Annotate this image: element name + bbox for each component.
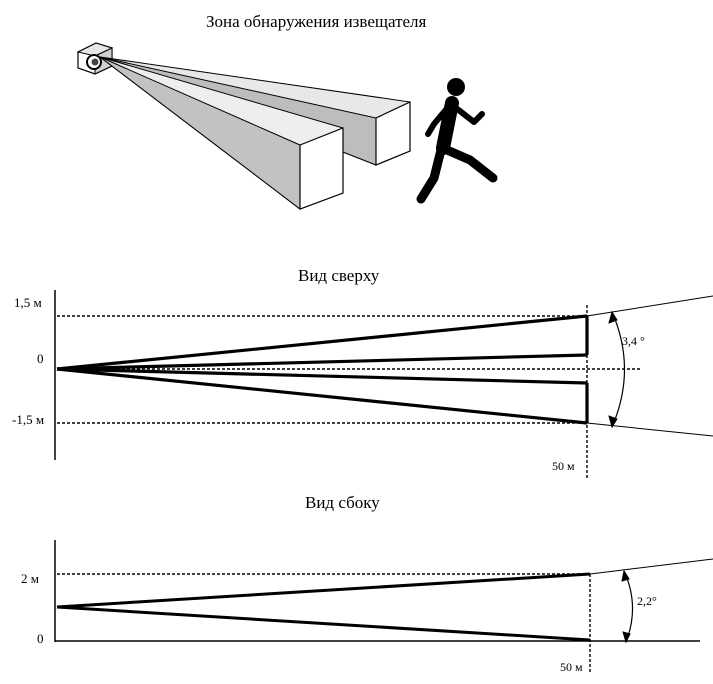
top-view-beams: [56, 314, 589, 425]
side-view-distance: 50 м: [560, 660, 583, 674]
side-view-label-height: 2 м: [21, 571, 39, 586]
figure-title: Зона обнаружения извещателя: [206, 12, 427, 31]
top-view-angle: 3,4 °: [622, 334, 645, 348]
side-view-beam: [56, 572, 591, 642]
side-view-title: Вид сбоку: [305, 493, 380, 512]
top-view-label-pos: 1,5 м: [14, 295, 42, 310]
side-view-label-zero: 0: [37, 631, 44, 646]
top-view-angle-lines: [586, 295, 713, 437]
detection-beam-front: [99, 56, 344, 211]
detector-icon: [76, 42, 114, 75]
side-view-angle: 2,2°: [637, 594, 657, 608]
top-view-title: Вид сверху: [298, 266, 380, 285]
top-view-label-zero: 0: [37, 351, 44, 366]
side-view-reference-lines: [57, 573, 591, 672]
side-view-axes: [54, 540, 700, 642]
top-view-label-neg: -1,5 м: [12, 412, 45, 427]
walking-person-icon: [416, 78, 498, 204]
side-view-angle-lines: [589, 558, 713, 644]
top-view-distance: 50 м: [552, 459, 575, 473]
